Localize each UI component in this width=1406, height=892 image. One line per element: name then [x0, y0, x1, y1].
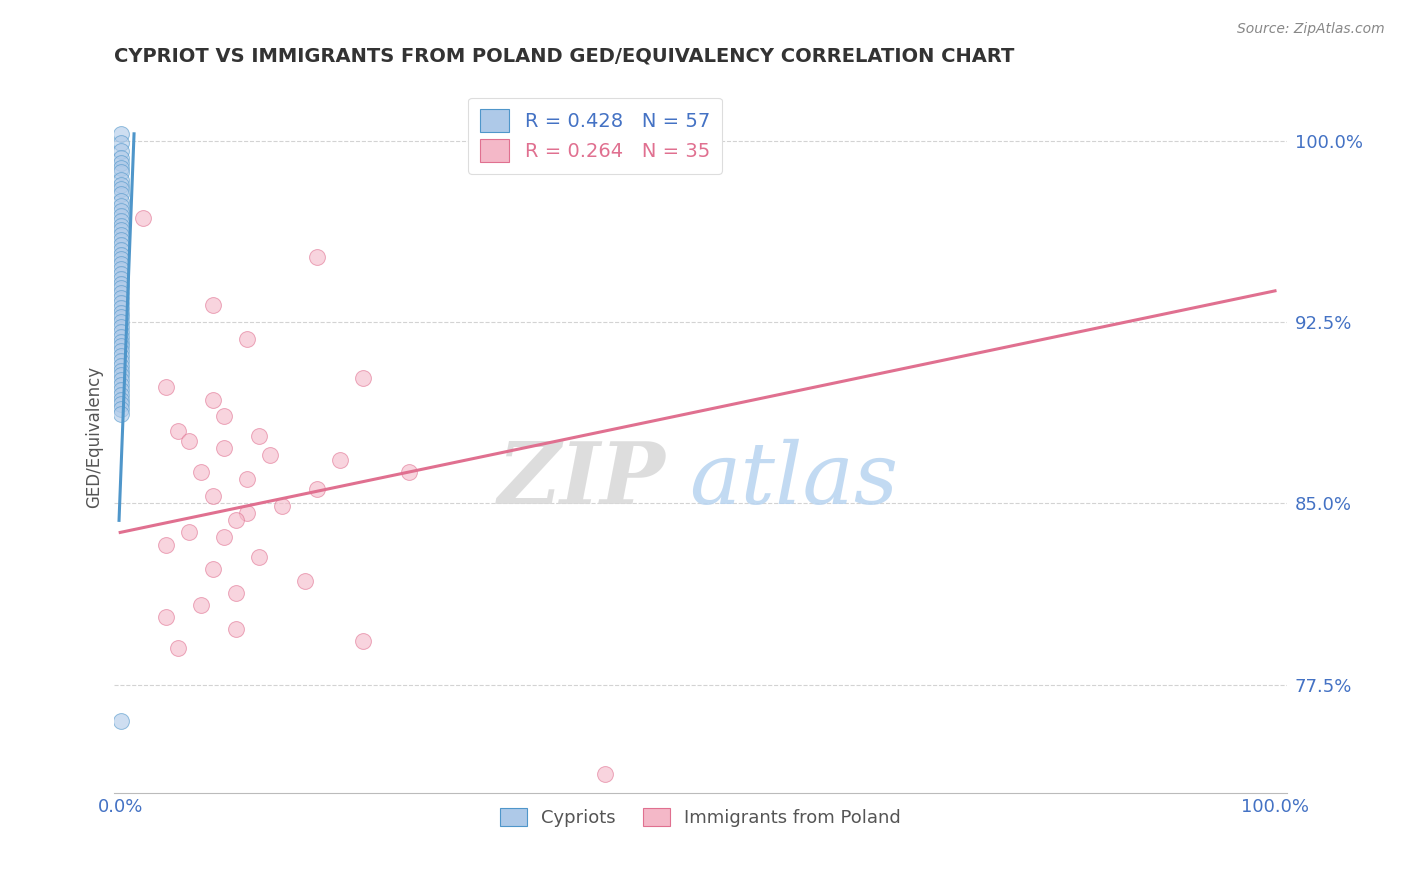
Point	[110, 178, 132, 192]
Point	[259, 448, 281, 462]
Point	[212, 530, 235, 544]
Point	[110, 182, 132, 196]
Point	[110, 286, 132, 301]
Point	[110, 209, 132, 223]
Point	[110, 378, 132, 392]
Point	[110, 277, 132, 291]
Point	[270, 499, 292, 513]
Point	[110, 136, 132, 151]
Point	[110, 320, 132, 334]
Point	[110, 407, 132, 421]
Point	[110, 315, 132, 329]
Point	[110, 262, 132, 277]
Point	[110, 144, 132, 158]
Point	[201, 489, 224, 503]
Point	[110, 397, 132, 411]
Point	[190, 465, 212, 479]
Point	[398, 465, 420, 479]
Text: ZIP: ZIP	[498, 438, 665, 522]
Point	[593, 767, 616, 781]
Text: CYPRIOT VS IMMIGRANTS FROM POLAND GED/EQUIVALENCY CORRELATION CHART: CYPRIOT VS IMMIGRANTS FROM POLAND GED/EQ…	[114, 46, 1015, 65]
Point	[212, 409, 235, 424]
Point	[110, 305, 132, 319]
Point	[179, 434, 201, 448]
Y-axis label: GED/Equivalency: GED/Equivalency	[86, 366, 103, 508]
Point	[225, 586, 247, 600]
Point	[225, 513, 247, 527]
Point	[110, 363, 132, 377]
Point	[110, 296, 132, 310]
Point	[329, 453, 352, 467]
Point	[110, 383, 132, 397]
Point	[110, 172, 132, 186]
Legend: Cypriots, Immigrants from Poland: Cypriots, Immigrants from Poland	[492, 800, 908, 834]
Point	[110, 243, 132, 257]
Point	[201, 298, 224, 312]
Point	[110, 325, 132, 339]
Point	[110, 257, 132, 271]
Point	[110, 281, 132, 295]
Point	[190, 598, 212, 612]
Point	[236, 332, 259, 346]
Point	[179, 525, 201, 540]
Point	[110, 368, 132, 383]
Point	[110, 354, 132, 368]
Point	[110, 267, 132, 281]
Point	[110, 359, 132, 373]
Point	[110, 291, 132, 305]
Point	[110, 388, 132, 402]
Point	[110, 373, 132, 387]
Point	[110, 228, 132, 243]
Point	[110, 392, 132, 407]
Point	[110, 194, 132, 209]
Point	[110, 272, 132, 286]
Point	[110, 339, 132, 353]
Point	[167, 424, 190, 438]
Point	[167, 641, 190, 656]
Point	[110, 344, 132, 359]
Text: Source: ZipAtlas.com: Source: ZipAtlas.com	[1237, 22, 1385, 37]
Point	[247, 429, 270, 443]
Point	[236, 506, 259, 520]
Point	[110, 238, 132, 252]
Point	[155, 610, 177, 624]
Point	[110, 252, 132, 267]
Point	[110, 156, 132, 170]
Point	[110, 199, 132, 213]
Point	[352, 634, 374, 648]
Point	[110, 301, 132, 315]
Point	[201, 392, 224, 407]
Point	[110, 187, 132, 202]
Point	[132, 211, 155, 226]
Point	[110, 310, 132, 325]
Point	[201, 562, 224, 576]
Point	[212, 441, 235, 455]
Point	[155, 380, 177, 394]
Point	[110, 204, 132, 219]
Point	[110, 214, 132, 228]
Point	[155, 537, 177, 551]
Point	[225, 622, 247, 636]
Point	[305, 482, 328, 496]
Point	[110, 127, 132, 141]
Point	[305, 250, 328, 264]
Point	[110, 151, 132, 165]
Point	[110, 349, 132, 363]
Point	[110, 714, 132, 728]
Point	[110, 330, 132, 344]
Text: atlas: atlas	[689, 439, 898, 521]
Point	[110, 247, 132, 261]
Point	[110, 402, 132, 417]
Point	[110, 334, 132, 349]
Point	[294, 574, 316, 588]
Point	[352, 371, 374, 385]
Point	[110, 233, 132, 247]
Point	[110, 219, 132, 233]
Point	[110, 161, 132, 175]
Point	[110, 165, 132, 179]
Point	[110, 223, 132, 237]
Point	[236, 472, 259, 486]
Point	[247, 549, 270, 564]
